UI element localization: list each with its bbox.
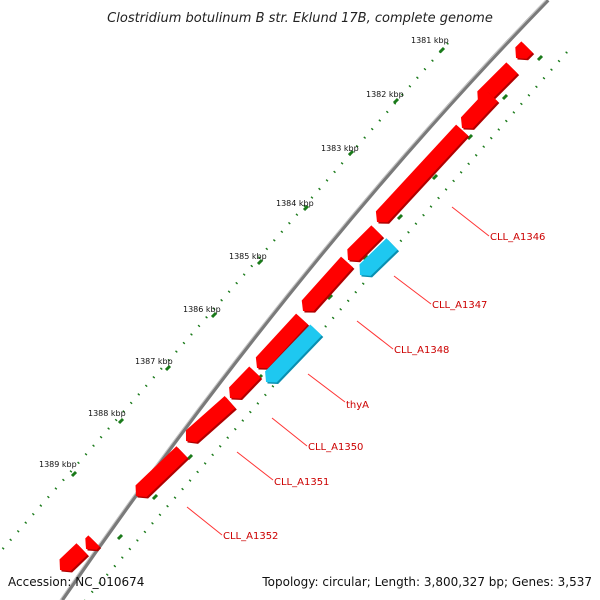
ruler-label: 1382 kbp bbox=[366, 90, 404, 99]
ruler-major-tick bbox=[164, 364, 172, 372]
ruler-major-tick bbox=[117, 417, 125, 425]
gene-label: CLL_A1352 bbox=[223, 531, 278, 542]
ruler-label: 1381 kbp bbox=[411, 36, 449, 45]
gene-leader-line bbox=[271, 417, 308, 447]
genome-backbone bbox=[59, 0, 550, 600]
cds-arrow bbox=[85, 535, 102, 552]
ruler-major-tick bbox=[302, 204, 310, 212]
backbone-arc bbox=[60, 0, 550, 600]
cds-arrow bbox=[375, 124, 470, 224]
cds-arrow bbox=[59, 543, 90, 573]
ruler-major-tick bbox=[392, 97, 400, 105]
inner-major-tick bbox=[326, 293, 334, 301]
gene-label: CLL_A1350 bbox=[308, 442, 363, 453]
cds-arrow bbox=[301, 256, 355, 313]
ruler-major-tick bbox=[256, 258, 264, 266]
inner-major-tick bbox=[151, 493, 159, 501]
gene-leader-line bbox=[393, 275, 432, 305]
cds-arrow bbox=[347, 225, 385, 263]
cds-arrow-blue bbox=[265, 324, 324, 384]
ruler-label: 1387 kbp bbox=[135, 357, 173, 366]
cds-arrow bbox=[229, 366, 263, 400]
ruler-label: 1385 kbp bbox=[229, 252, 267, 261]
ruler-label: 1384 kbp bbox=[276, 199, 314, 208]
ruler-major-tick bbox=[210, 311, 218, 319]
ruler-major-tick bbox=[438, 46, 446, 54]
cds-arrow bbox=[135, 446, 190, 499]
outer-tick-dots bbox=[0, 42, 449, 553]
accession-text: Accession: NC_010674 bbox=[8, 575, 144, 589]
cds-arrow bbox=[185, 396, 237, 444]
gene-leader-line bbox=[451, 206, 490, 237]
inner-major-tick bbox=[116, 533, 124, 541]
gene-label: thyA bbox=[346, 400, 369, 411]
ruler-label: 1388 kbp bbox=[88, 409, 126, 418]
map-title: Clostridium botulinum B str. Eklund 17B,… bbox=[107, 11, 493, 26]
ruler-labels: 1381 kbp 1382 kbp 1383 kbp 1384 kbp 1385 kbp… bbox=[39, 36, 449, 469]
cds-arrow bbox=[255, 313, 310, 370]
gene-leader-line bbox=[236, 451, 274, 481]
gene-label: CLL_A1347 bbox=[432, 300, 487, 311]
gene-leader-line bbox=[186, 506, 223, 536]
ruler-major-tick bbox=[70, 470, 78, 478]
ruler-label: 1389 kbp bbox=[39, 460, 77, 469]
gene-label: CLL_A1351 bbox=[274, 477, 329, 488]
genome-summary-text: Topology: circular; Length: 3,800,327 bp… bbox=[261, 575, 592, 589]
ruler-label: 1386 kbp bbox=[183, 305, 221, 314]
inner-major-tick bbox=[466, 133, 474, 141]
cds-arrow bbox=[515, 41, 535, 61]
inner-major-tick bbox=[186, 453, 194, 461]
gene-features bbox=[59, 41, 535, 573]
gene-leader-line bbox=[356, 320, 394, 350]
gene-leader-line bbox=[307, 373, 346, 403]
gene-label: CLL_A1346 bbox=[490, 232, 545, 243]
cds-arrow-blue bbox=[359, 238, 400, 278]
inner-major-tick bbox=[396, 213, 404, 221]
backbone-highlight bbox=[59, 0, 547, 600]
ruler-label: 1383 kbp bbox=[321, 144, 359, 153]
ruler-major-tick bbox=[347, 149, 355, 157]
gene-label: CLL_A1348 bbox=[394, 345, 449, 356]
cds-arrow bbox=[460, 90, 500, 130]
tick-marks bbox=[0, 42, 568, 600]
inner-major-tick bbox=[536, 54, 544, 62]
inner-tick-dots bbox=[84, 51, 568, 600]
inner-major-tick bbox=[431, 173, 439, 181]
gene-labels: CLL_A1346 CLL_A1347 CLL_A1348 thyA CLL_A1350… bbox=[186, 206, 545, 542]
inner-major-tick bbox=[501, 93, 509, 101]
